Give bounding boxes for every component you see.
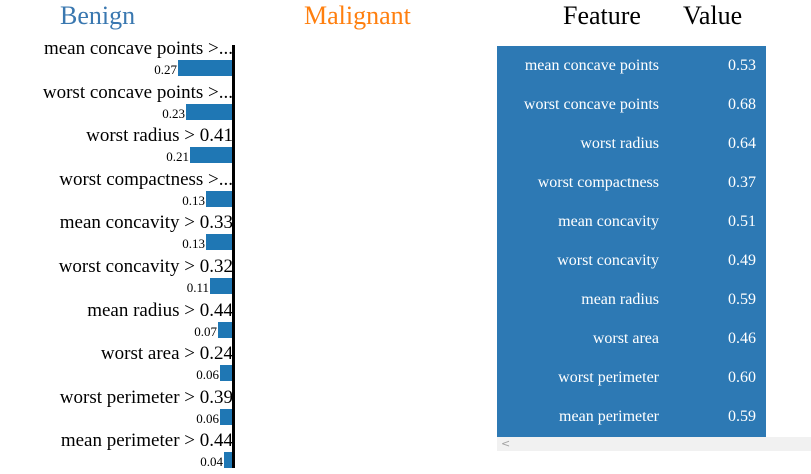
chart-data-label: 0.04 [200,454,223,470]
chart-bar [220,408,232,425]
chart-axis-line [232,45,235,468]
table-row: mean radius 0.59 [497,280,766,319]
table-feature-cell: worst radius [580,135,659,152]
benign-header: Benign [60,1,136,30]
chart-row: worst radius > 0.41 0.21 [0,125,240,169]
table-row: mean concavity 0.51 [497,202,766,241]
chart-data-label: 0.21 [166,149,189,165]
chart-bar [178,60,232,76]
chart-category-label: worst perimeter > 0.39 [59,386,233,408]
feature-value-table: mean concave points 0.53 worst concave poi… [497,46,766,437]
table-value-cell: 0.49 [728,252,756,269]
chart-row: worst concavity > 0.32 0.11 [0,256,240,300]
table-feature-cell: worst concave points [523,96,659,113]
chart-category-label: worst concavity > 0.32 [58,256,233,277]
feature-column-header: Feature [563,1,641,30]
chart-bar [206,190,232,207]
table-row: worst concavity 0.49 [497,241,766,280]
table-value-cell: 0.59 [728,408,756,425]
horizontal-scrollbar[interactable]: < [497,437,811,451]
table-value-cell: 0.37 [728,174,756,191]
chart-category-label: worst radius > 0.41 [86,125,233,147]
chart-row: mean concave points >... 0.27 [0,38,240,82]
chart-row: worst area > 0.24 0.06 [0,343,240,387]
table-row: worst area 0.46 [497,319,766,358]
table-feature-cell: worst compactness [537,174,659,191]
chart-row: worst concave points >... 0.23 [0,82,240,126]
table-feature-cell: worst concavity [557,252,659,269]
chart-data-label: 0.06 [196,367,219,383]
chart-bar [186,103,232,120]
chart-bar [210,278,232,294]
chart-bar [190,147,232,164]
table-feature-cell: mean perimeter [559,408,659,425]
table-value-cell: 0.68 [728,96,756,113]
table-feature-cell: mean concave points [524,57,659,74]
malignant-header: Malignant [304,1,411,30]
table-value-cell: 0.64 [728,135,756,152]
table-feature-cell: worst perimeter [558,369,659,386]
table-value-cell: 0.59 [728,291,756,308]
chart-category-label: mean perimeter > 0.44 [60,430,233,452]
table-row: worst perimeter 0.60 [497,358,766,397]
table-row: worst concave points 0.68 [497,85,766,124]
chart-bar [220,365,232,382]
chart-row: mean concavity > 0.33 0.13 [0,212,240,256]
chart-data-label: 0.11 [186,280,209,295]
chart-data-label: 0.23 [162,105,185,121]
table-row: worst compactness 0.37 [497,163,766,202]
chart-category-label: worst concave points >... [42,81,233,103]
table-value-cell: 0.60 [728,369,756,386]
chart-data-label: 0.06 [196,410,219,426]
chart-row: mean perimeter > 0.44 0.04 [0,430,240,474]
table-row: mean perimeter 0.59 [497,397,766,436]
table-feature-cell: mean radius [581,291,659,308]
chart-data-label: 0.27 [154,62,177,77]
chart-data-label: 0.07 [194,323,217,339]
benign-contribution-chart: mean concave points >... 0.27 worst concav… [0,38,240,473]
value-column-header: Value [683,1,743,30]
chart-category-label: mean concavity > 0.33 [59,212,233,234]
chart-bar [218,321,232,338]
table-value-cell: 0.51 [728,213,756,230]
chart-category-label: mean concave points >... [43,38,233,59]
chart-category-label: worst compactness >... [59,168,233,190]
chart-bar [224,452,232,469]
chart-row: mean radius > 0.44 0.07 [0,300,240,344]
table-row: worst radius 0.64 [497,124,766,163]
chart-data-label: 0.13 [182,236,205,252]
table-feature-cell: worst area [592,330,659,347]
chart-row: worst perimeter > 0.39 0.06 [0,387,240,431]
chart-row: worst compactness >... 0.13 [0,169,240,213]
table-value-cell: 0.46 [728,330,756,347]
chart-category-label: worst area > 0.24 [100,343,233,365]
chart-data-label: 0.13 [182,192,205,208]
chart-category-label: mean radius > 0.44 [87,299,233,321]
table-feature-cell: mean concavity [558,213,659,230]
table-value-cell: 0.53 [728,57,756,74]
scroll-left-arrow-icon[interactable]: < [501,437,511,450]
table-row: mean concave points 0.53 [497,46,766,85]
chart-bar [206,234,232,251]
